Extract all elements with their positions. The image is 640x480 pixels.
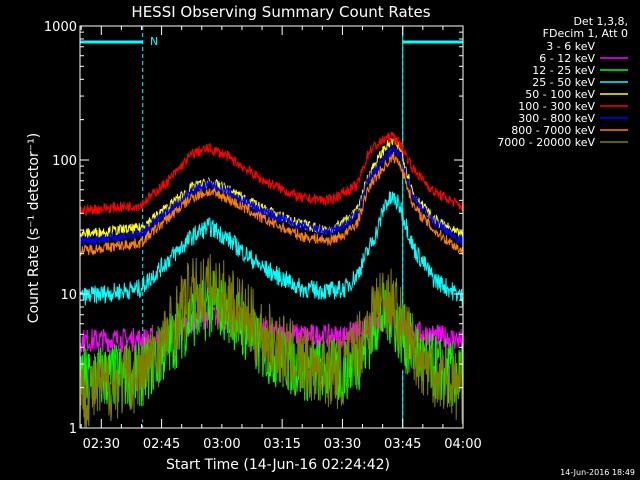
date-stamp: 14-Jun-2016 18:49 bbox=[560, 468, 635, 477]
legend-label: 12 - 25 keV bbox=[532, 64, 595, 77]
x-tick-label: 02:45 bbox=[143, 437, 180, 452]
legend-label: 300 - 800 keV bbox=[518, 112, 595, 125]
x-tick-label: 04:00 bbox=[444, 437, 481, 452]
x-tick-label: 03:30 bbox=[324, 437, 361, 452]
legend-label: 50 - 100 keV bbox=[525, 88, 595, 101]
legend-header: Det 1,3,8, bbox=[573, 15, 628, 28]
x-tick-label: 03:00 bbox=[203, 437, 240, 452]
series-800_7000keV bbox=[79, 152, 464, 257]
y-tick-label: 1 bbox=[69, 422, 77, 437]
legend-label: 100 - 300 keV bbox=[518, 100, 595, 113]
legend-label: 25 - 50 keV bbox=[532, 76, 595, 89]
y-tick-label: 1000 bbox=[44, 20, 77, 35]
legend-label: 800 - 7000 keV bbox=[511, 124, 595, 137]
x-tick-label: 02:30 bbox=[83, 437, 120, 452]
x-axis: 02:30 02:45 03:00 03:15 03:30 03:45 04:00 bbox=[80, 26, 482, 452]
y-axis-label: Count Rate (s⁻¹ detector⁻¹) bbox=[26, 133, 42, 323]
annotation-n: N bbox=[150, 35, 158, 48]
series-7000_20000keV bbox=[79, 254, 464, 429]
legend-label: 7000 - 20000 keV bbox=[497, 136, 595, 149]
x-axis-label: Start Time (14-Jun-16 02:24:42) bbox=[166, 457, 390, 473]
legend-label: 3 - 6 keV bbox=[546, 40, 595, 53]
series-300_800keV bbox=[79, 144, 464, 248]
legend-header: FDecim 1, Att 0 bbox=[543, 27, 628, 40]
y-axis: 1 10 100 1000 bbox=[44, 20, 463, 437]
plot-frame bbox=[79, 25, 464, 429]
series-25_50keV bbox=[79, 191, 464, 306]
x-tick-label: 03:15 bbox=[263, 437, 300, 452]
chart-title: HESSI Observing Summary Count Rates bbox=[131, 3, 430, 21]
series-100_300keV bbox=[79, 131, 464, 217]
x-tick-label: 03:45 bbox=[384, 437, 421, 452]
y-tick-label: 100 bbox=[52, 154, 77, 169]
legend-label: 6 - 12 keV bbox=[539, 52, 595, 65]
y-tick-label: 10 bbox=[60, 288, 77, 303]
plot-area bbox=[79, 131, 464, 429]
